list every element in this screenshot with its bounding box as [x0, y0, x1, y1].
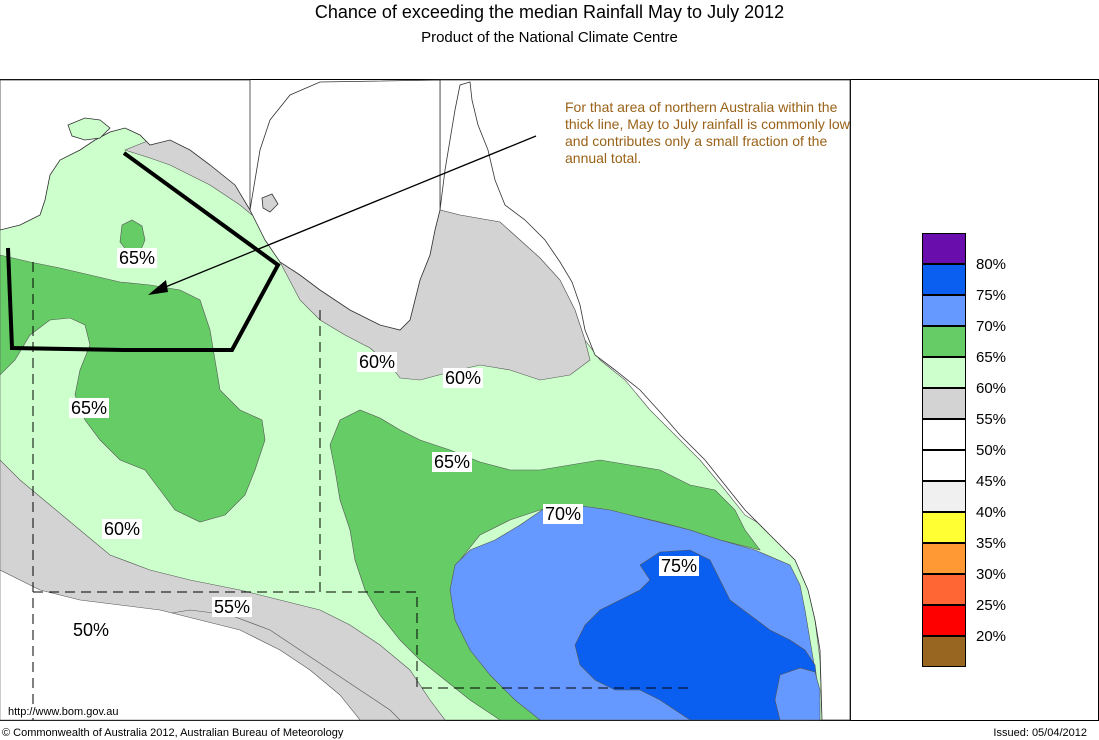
bom-url[interactable]: http://www.bom.gov.au [6, 706, 121, 718]
legend-label: 25% [976, 597, 1007, 614]
contour-label-60-gulf: 60% [357, 352, 398, 372]
contour-label-60-cape: 60% [443, 368, 484, 388]
legend-label: 40% [976, 504, 1007, 521]
sea-gulf [249, 79, 441, 331]
issued-date: Issued: 05/04/2012 [993, 727, 1087, 739]
legend-label: 50% [976, 442, 1007, 459]
legend-swatch [922, 419, 966, 450]
legend-label: 35% [976, 535, 1007, 552]
legend-swatch [922, 357, 966, 388]
note-arrow-head [148, 280, 168, 295]
map-title: Chance of exceeding the median Rainfall … [314, 2, 785, 22]
copyright-text: © Commonwealth of Australia 2012, Austra… [2, 727, 344, 739]
legend-label: 60% [976, 380, 1007, 397]
legend-label: 45% [976, 473, 1007, 490]
thick-line-note: For that area of northern Australia with… [565, 99, 850, 166]
legend-swatch [922, 233, 966, 264]
contour-label-75: 75% [659, 556, 700, 576]
legend-swatch [922, 326, 966, 357]
legend-label: 55% [976, 411, 1007, 428]
sea-north [0, 79, 251, 231]
sea-east [439, 79, 851, 721]
legend-label: 20% [976, 628, 1007, 645]
legend-swatch [922, 450, 966, 481]
legend-label: 75% [976, 287, 1007, 304]
legend-swatch [922, 388, 966, 419]
legend-swatch [922, 264, 966, 295]
region-75 [574, 549, 819, 721]
contour-label-65-north: 65% [117, 248, 158, 268]
legend-swatch [922, 636, 966, 667]
region-70-coast [774, 667, 821, 721]
map-subtitle: Product of the National Climate Centre [421, 29, 678, 46]
legend-swatch [922, 605, 966, 636]
contour-label-70: 70% [543, 504, 584, 524]
region-50-southwest [0, 569, 361, 721]
legend-label: 80% [976, 256, 1007, 273]
legend-label: 30% [976, 566, 1007, 583]
groote-island [261, 193, 279, 213]
legend-swatch [922, 295, 966, 326]
state-border-nt-qld [319, 310, 690, 689]
region-65-island [119, 219, 146, 253]
contour-label-65-west: 65% [69, 398, 110, 418]
legend-swatch [922, 481, 966, 512]
legend-swatch [922, 512, 966, 543]
legend-label: 70% [976, 318, 1007, 335]
legend-frame [850, 79, 1099, 721]
legend-swatch [922, 574, 966, 605]
contour-label-55: 55% [212, 597, 253, 617]
legend-swatch [922, 543, 966, 574]
thick-boundary-line [6, 151, 281, 352]
contour-label-60-southwest: 60% [102, 519, 143, 539]
contour-label-65-central: 65% [432, 452, 473, 472]
contour-label-50: 50% [71, 620, 112, 640]
legend-label: 65% [976, 349, 1007, 366]
note-arrow-line [157, 135, 537, 291]
melville-island [67, 117, 111, 141]
